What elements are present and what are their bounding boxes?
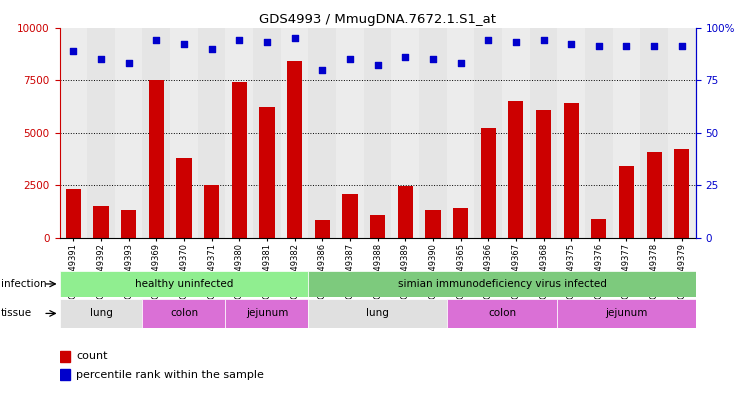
- Text: lung: lung: [366, 309, 389, 318]
- Bar: [397, 186, 413, 238]
- Text: count: count: [77, 351, 108, 361]
- Bar: [419, 28, 446, 238]
- Text: tissue: tissue: [1, 309, 32, 318]
- Bar: [446, 28, 475, 238]
- Bar: [453, 208, 468, 238]
- Bar: [364, 28, 391, 238]
- Bar: [287, 61, 302, 238]
- Bar: [253, 28, 280, 238]
- Point: [68, 48, 80, 54]
- Bar: [87, 28, 115, 238]
- Point: [150, 37, 162, 43]
- Point: [178, 41, 190, 48]
- Bar: [60, 28, 87, 238]
- Point: [205, 45, 217, 51]
- Bar: [60, 351, 70, 362]
- Bar: [481, 129, 496, 238]
- Point: [510, 39, 522, 45]
- Bar: [260, 107, 275, 238]
- Bar: [342, 194, 358, 238]
- Text: lung: lung: [89, 309, 112, 318]
- Bar: [143, 28, 170, 238]
- Bar: [641, 28, 668, 238]
- Point: [648, 43, 660, 50]
- Bar: [280, 28, 309, 238]
- Bar: [668, 28, 696, 238]
- Bar: [446, 299, 557, 328]
- Point: [593, 43, 605, 50]
- Bar: [60, 369, 70, 380]
- Bar: [370, 215, 385, 238]
- Bar: [530, 28, 557, 238]
- Bar: [557, 28, 585, 238]
- Point: [372, 62, 384, 68]
- Bar: [309, 299, 446, 328]
- Point: [123, 60, 135, 66]
- Bar: [391, 28, 419, 238]
- Bar: [336, 28, 364, 238]
- Bar: [612, 28, 641, 238]
- Point: [400, 54, 411, 60]
- Point: [482, 37, 494, 43]
- Text: infection: infection: [1, 279, 46, 289]
- Bar: [674, 149, 690, 238]
- Point: [234, 37, 246, 43]
- Title: GDS4993 / MmugDNA.7672.1.S1_at: GDS4993 / MmugDNA.7672.1.S1_at: [259, 13, 496, 26]
- Bar: [204, 185, 219, 238]
- Bar: [557, 299, 696, 328]
- Bar: [65, 189, 81, 238]
- Bar: [309, 271, 696, 297]
- Bar: [508, 101, 524, 238]
- Bar: [231, 82, 247, 238]
- Bar: [170, 28, 198, 238]
- Bar: [225, 299, 309, 328]
- Point: [316, 66, 328, 73]
- Text: simian immunodeficiency virus infected: simian immunodeficiency virus infected: [397, 279, 606, 289]
- Bar: [426, 210, 440, 238]
- Bar: [60, 299, 143, 328]
- Text: percentile rank within the sample: percentile rank within the sample: [77, 370, 264, 380]
- Bar: [149, 80, 164, 238]
- Point: [344, 56, 356, 62]
- Text: healthy uninfected: healthy uninfected: [135, 279, 233, 289]
- Bar: [143, 299, 225, 328]
- Point: [676, 43, 687, 50]
- Bar: [225, 28, 253, 238]
- Point: [289, 35, 301, 41]
- Text: jejunum: jejunum: [606, 309, 648, 318]
- Point: [455, 60, 466, 66]
- Bar: [647, 152, 661, 238]
- Point: [620, 43, 632, 50]
- Text: colon: colon: [170, 309, 198, 318]
- Bar: [309, 28, 336, 238]
- Bar: [502, 28, 530, 238]
- Bar: [60, 271, 309, 297]
- Bar: [475, 28, 502, 238]
- Point: [565, 41, 577, 48]
- Bar: [115, 28, 143, 238]
- Bar: [563, 103, 579, 238]
- Bar: [536, 110, 551, 238]
- Bar: [121, 210, 136, 238]
- Point: [427, 56, 439, 62]
- Bar: [176, 158, 192, 238]
- Point: [261, 39, 273, 45]
- Bar: [315, 220, 330, 238]
- Point: [538, 37, 550, 43]
- Bar: [585, 28, 612, 238]
- Point: [95, 56, 107, 62]
- Text: colon: colon: [488, 309, 516, 318]
- Bar: [619, 166, 634, 238]
- Bar: [94, 206, 109, 238]
- Bar: [198, 28, 225, 238]
- Bar: [591, 219, 606, 238]
- Text: jejunum: jejunum: [246, 309, 288, 318]
